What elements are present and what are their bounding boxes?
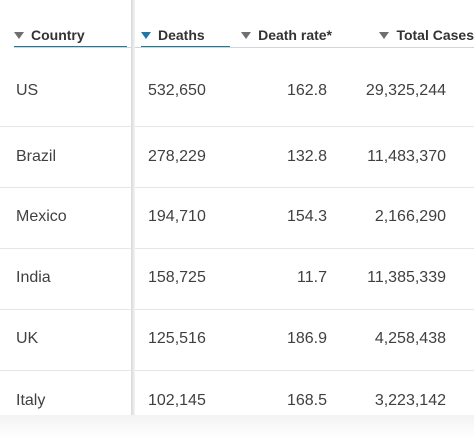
country-cell: Italy (16, 392, 46, 409)
header-deaths-label: Deaths (158, 27, 205, 43)
country-cell: Brazil (16, 148, 57, 165)
total-cases-cell: 29,325,244 (365, 82, 446, 99)
row-divider (0, 370, 474, 371)
header-divider (14, 47, 474, 48)
death-rate-cell: 168.5 (286, 392, 327, 409)
deaths-cell: 102,145 (148, 392, 206, 409)
table-row: India 158,725 11.7 11,385,339 (0, 249, 474, 310)
row-divider (0, 126, 474, 127)
deaths-cell: 532,650 (148, 82, 206, 99)
sort-by-death-rate-button[interactable]: Death rate* (234, 24, 332, 46)
total-cases-cell: 4,258,438 (374, 330, 446, 347)
table-row: UK 125,516 186.9 4,258,438 (0, 310, 474, 371)
total-cases-cell: 11,483,370 (367, 148, 446, 165)
table-row: Mexico 194,710 154.3 2,166,290 (0, 188, 474, 249)
total-cases-cell: 3,223,142 (374, 392, 446, 409)
row-divider (0, 309, 474, 310)
death-rate-cell: 154.3 (286, 208, 327, 225)
header-total-cases-label: Total Cases (396, 27, 474, 43)
scroll-fade (0, 415, 474, 439)
table-header: Country Deaths Death rate* Total Cases (14, 24, 474, 48)
row-divider (0, 248, 474, 249)
sort-triangle-icon (14, 31, 24, 39)
sticky-column-shadow (131, 0, 135, 415)
death-rate-cell: 132.8 (286, 148, 327, 165)
table-row: US 532,650 162.8 29,325,244 (0, 66, 474, 127)
country-cell: US (16, 82, 39, 99)
sort-triangle-icon (241, 31, 252, 39)
total-cases-cell: 11,385,339 (367, 269, 446, 286)
country-cell: India (16, 269, 51, 286)
country-cell: UK (16, 330, 39, 347)
sort-triangle-icon (379, 31, 390, 39)
death-rate-cell: 186.9 (286, 330, 327, 347)
deaths-cell: 158,725 (148, 269, 206, 286)
deaths-cell: 194,710 (148, 208, 206, 225)
table-row: Italy 102,145 168.5 3,223,142 (0, 371, 474, 415)
country-cell: Mexico (16, 208, 67, 225)
deaths-cell: 278,229 (148, 148, 206, 165)
header-death-rate-label: Death rate* (258, 27, 332, 43)
deaths-cell: 125,516 (148, 330, 206, 347)
total-cases-cell: 2,166,290 (374, 208, 446, 225)
sort-by-country-button[interactable]: Country (14, 24, 127, 48)
death-rate-cell: 162.8 (286, 82, 327, 99)
death-rate-cell: 11.7 (297, 269, 327, 286)
sort-by-total-cases-button[interactable]: Total Cases (352, 24, 474, 46)
sort-by-deaths-button[interactable]: Deaths (141, 24, 230, 48)
table-row: Brazil 278,229 132.8 11,483,370 (0, 127, 474, 188)
row-divider (0, 187, 474, 188)
sort-triangle-active-icon (141, 31, 151, 39)
header-country-label: Country (31, 27, 85, 43)
